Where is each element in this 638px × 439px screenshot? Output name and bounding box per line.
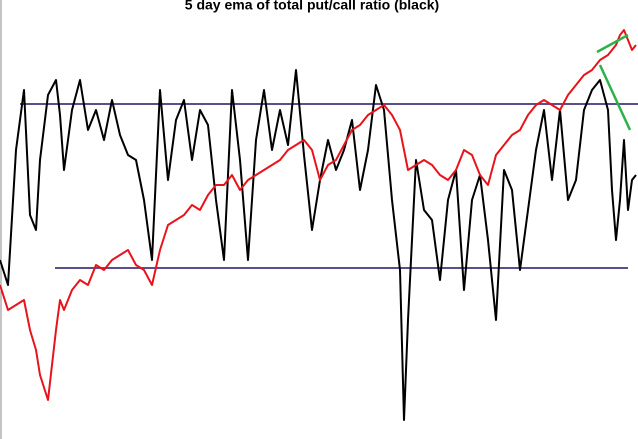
chart-title: 5 day ema of total put/call ratio (black…: [185, 0, 439, 13]
series-line: [0, 69, 637, 421]
series-line: [0, 29, 637, 401]
trend-line: [596, 33, 629, 54]
trend-line: [598, 64, 632, 131]
